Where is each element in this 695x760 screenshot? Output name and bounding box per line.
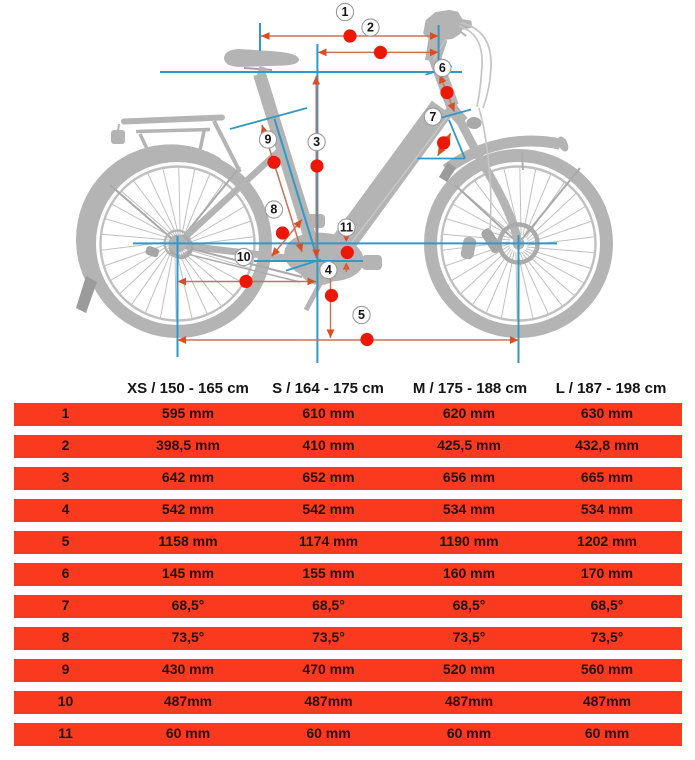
svg-text:4: 4 xyxy=(325,263,332,277)
svg-text:3: 3 xyxy=(313,135,320,149)
svg-text:2: 2 xyxy=(367,21,374,35)
svg-text:5: 5 xyxy=(358,308,365,322)
svg-text:10: 10 xyxy=(237,250,251,264)
svg-text:6: 6 xyxy=(439,61,446,75)
svg-text:11: 11 xyxy=(340,221,353,235)
svg-text:7: 7 xyxy=(429,110,436,124)
svg-text:9: 9 xyxy=(265,133,272,147)
svg-text:1: 1 xyxy=(342,5,349,19)
svg-text:8: 8 xyxy=(270,203,277,217)
